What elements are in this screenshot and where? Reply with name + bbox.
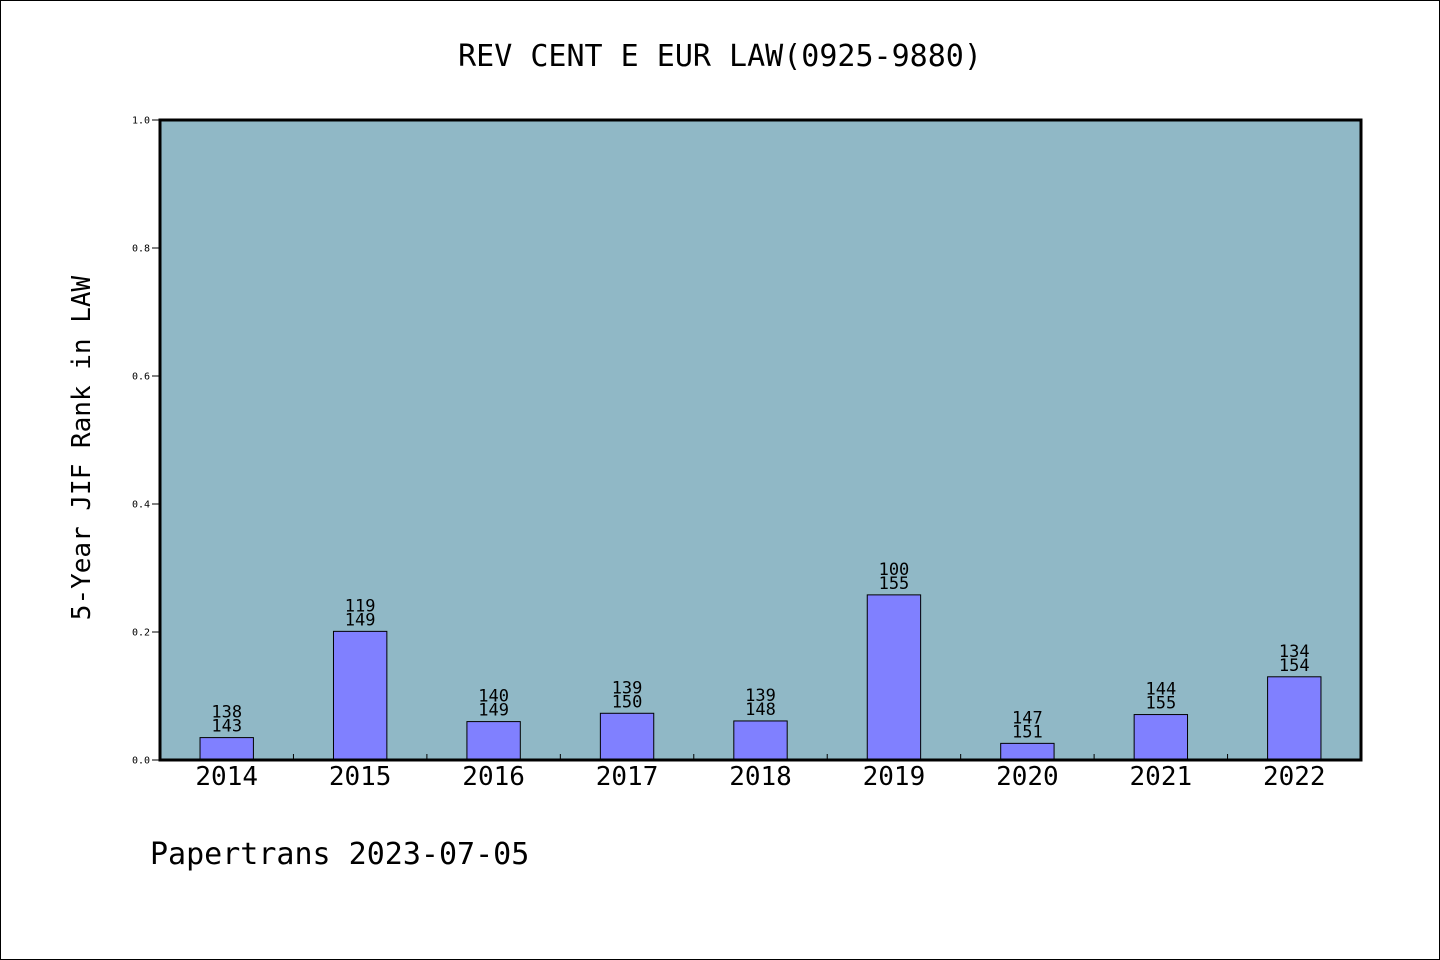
bar-label-top: 139 xyxy=(612,678,643,698)
y-tick-label: 1.0 xyxy=(132,116,150,127)
bar-2021 xyxy=(1133,714,1189,761)
bar-label-bottom: 148 xyxy=(745,700,776,720)
x-tick-label: 2022 xyxy=(1263,762,1326,792)
y-tick-label: 0.4 xyxy=(132,500,150,511)
bar-label-bottom: 151 xyxy=(1012,722,1043,742)
bar-label-bottom: 150 xyxy=(612,692,643,712)
bar-label-top: 119 xyxy=(345,596,376,616)
bar-2015 xyxy=(332,630,388,761)
y-tick-label: 0.6 xyxy=(132,372,150,383)
bar-label-top: 139 xyxy=(745,686,776,706)
x-tick-label: 2021 xyxy=(1130,762,1193,792)
bar-label-bottom: 149 xyxy=(478,701,509,721)
footer-text: Papertrans 2023-07-05 xyxy=(150,837,529,872)
bar-label-bottom: 143 xyxy=(211,717,242,737)
x-tick-label: 2018 xyxy=(729,762,792,792)
bar-2019 xyxy=(866,594,922,761)
bar-label-top: 100 xyxy=(879,560,910,580)
bar-label-top: 138 xyxy=(211,703,242,723)
bar-2016 xyxy=(466,721,521,761)
bar-labels-layer: 1381432014119149201514014920161391502017… xyxy=(195,560,1325,792)
bar-label-bottom: 155 xyxy=(879,574,910,594)
chart-title: REV CENT E EUR LAW(0925-9880) xyxy=(458,39,982,74)
bar-label-bottom: 155 xyxy=(1145,694,1176,714)
bar-label-bottom: 154 xyxy=(1279,656,1310,676)
bar-2018 xyxy=(733,720,788,761)
bar-2022 xyxy=(1267,676,1322,761)
x-tick-label: 2017 xyxy=(596,762,659,792)
x-tick-label: 2014 xyxy=(195,762,258,792)
bar-label-top: 144 xyxy=(1145,680,1176,700)
x-tick-label: 2019 xyxy=(863,762,926,792)
plot-border xyxy=(158,118,1363,762)
x-tick-label: 2015 xyxy=(329,762,392,792)
bar-label-top: 147 xyxy=(1012,708,1043,728)
x-tick-label: 2016 xyxy=(462,762,525,792)
x-tick-label: 2020 xyxy=(996,762,1059,792)
y-tick-label: 0.0 xyxy=(132,756,150,767)
bar-label-top: 134 xyxy=(1279,642,1310,662)
y-tick-label: 0.8 xyxy=(132,244,150,255)
y-tick-label: 0.2 xyxy=(132,628,150,639)
bars-layer xyxy=(199,594,1322,761)
bar-2020 xyxy=(1000,742,1055,761)
bar-label-bottom: 149 xyxy=(345,610,376,630)
bar-2017 xyxy=(599,712,655,761)
bar-label-top: 140 xyxy=(478,687,509,707)
y-axis-label: 5-Year JIF Rank in LAW xyxy=(67,275,97,620)
bar-2014 xyxy=(199,737,254,761)
